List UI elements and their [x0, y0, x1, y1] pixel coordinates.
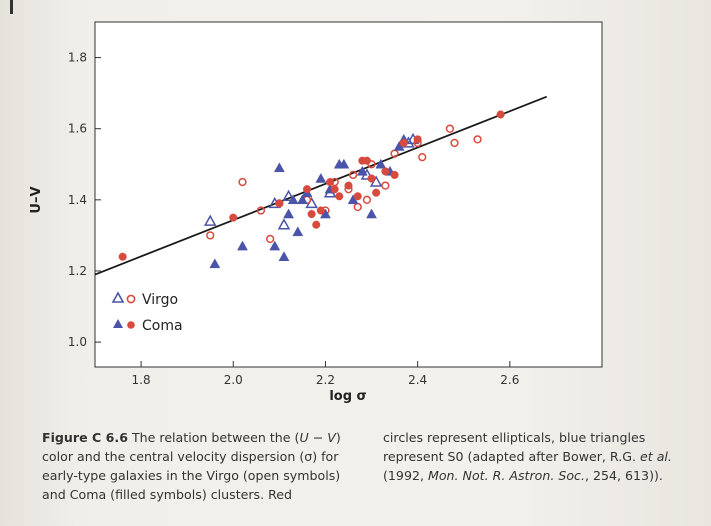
- virgo-circle-point: [238, 177, 247, 187]
- caption-text: (1992,: [383, 468, 428, 483]
- legend-virgo-triangle-icon: [111, 291, 125, 303]
- coma-triangle-point: [356, 165, 368, 176]
- y-tick-label: 1.2: [68, 264, 87, 278]
- coma-circle-point: [353, 192, 362, 201]
- caption-italic: U: [299, 430, 309, 445]
- x-axis-ticks: 1.8 2.0 2.2 2.4 2.6: [132, 361, 519, 387]
- legend-virgo-label: Virgo: [142, 292, 178, 308]
- figure-caption-right: circles represent ellipticals, blue tria…: [383, 428, 693, 485]
- coma-triangle-point: [375, 158, 387, 169]
- coma-triangle-point: [237, 240, 248, 251]
- caption-text: circles represent ellipticals, blue tria…: [383, 430, 646, 464]
- virgo-circle-point: [256, 206, 266, 215]
- virgo-triangle-point: [282, 189, 295, 202]
- coma-triangle-point: [292, 226, 304, 237]
- virgo-circle-point: [381, 181, 390, 190]
- coma-triangle-point: [296, 194, 308, 205]
- coma-circle-point: [307, 210, 316, 219]
- legend-coma-label: Coma: [142, 318, 183, 334]
- coma-circle-point: [330, 185, 339, 194]
- y-tick-label: 1.8: [68, 51, 87, 65]
- coma-circle-point: [381, 167, 390, 176]
- virgo-triangle-point: [203, 214, 217, 226]
- coma-triangle-point: [269, 240, 281, 251]
- coma-triangle-point: [209, 258, 221, 269]
- coma-circle-point: [229, 213, 238, 222]
- coma-triangle-point: [273, 162, 285, 173]
- top-margin-mark: [10, 0, 13, 14]
- legend-coma-circle-icon: [127, 321, 135, 329]
- virgo-circle-point: [265, 234, 275, 244]
- coma-circle-point: [302, 185, 312, 194]
- virgo-circle-point: [206, 231, 215, 240]
- legend-coma-triangle-icon: [113, 319, 123, 328]
- virgo-circle-point: [348, 170, 358, 180]
- x-axis-label: log σ: [329, 389, 366, 404]
- legend: Virgo Coma: [111, 291, 183, 334]
- coma-triangle-point: [278, 251, 290, 261]
- x-tick-label: 2.6: [500, 373, 519, 387]
- x-tick-label: 2.4: [408, 373, 427, 387]
- caption-text: −: [308, 430, 328, 445]
- figure-caption-left: Figure C 6.6 The relation between the (U…: [42, 428, 362, 504]
- coma-circle-point: [335, 192, 344, 201]
- coma-circle-point: [413, 135, 422, 144]
- coma-triangle-point: [283, 208, 295, 219]
- y-tick-label: 1.6: [68, 122, 87, 136]
- virgo-circle-point: [445, 124, 455, 133]
- coma-circle-point: [275, 199, 284, 208]
- y-axis-ticks: 1.0 1.2 1.4 1.6 1.8: [68, 51, 101, 349]
- x-tick-label: 1.8: [132, 373, 151, 387]
- coma-triangle-point: [315, 172, 327, 183]
- coma-circle-point: [316, 206, 325, 215]
- y-tick-label: 1.4: [68, 193, 87, 207]
- caption-italic: et al.: [640, 449, 672, 464]
- caption-text: ) color and the central velocity dispers…: [42, 430, 341, 502]
- virgo-circle-point: [450, 138, 459, 148]
- x-tick-label: 2.2: [316, 373, 335, 387]
- coma-circle-point: [372, 188, 381, 197]
- regression-line: [94, 95, 548, 276]
- coma-circle-point: [399, 138, 408, 147]
- coma-circle-point: [390, 170, 399, 179]
- y-axis-label: U–V: [29, 186, 44, 213]
- virgo-circle-point: [473, 135, 482, 144]
- caption-text: The relation between the (: [127, 430, 300, 445]
- coma-circle-point: [344, 181, 353, 190]
- coma-triangle-point: [366, 208, 377, 219]
- caption-italic: V: [327, 430, 336, 445]
- coma-circle-point: [496, 110, 505, 119]
- legend-virgo-circle-icon: [126, 294, 136, 304]
- scatter-chart: 1.0 1.2 1.4 1.6 1.8 1.8 2.0 2.2 2.4 2.6 U–V log …: [29, 21, 603, 404]
- coma-circle-point: [326, 178, 335, 187]
- data-points: [118, 110, 505, 269]
- coma-circle-point: [118, 252, 127, 261]
- caption-text: , 254, 613)).: [584, 468, 663, 483]
- virgo-circle-point: [362, 195, 372, 204]
- coma-triangle-point: [338, 158, 350, 169]
- x-tick-label: 2.0: [224, 373, 243, 387]
- virgo-triangle-point: [277, 218, 291, 230]
- coma-circle-point: [367, 174, 376, 183]
- y-tick-label: 1.0: [68, 335, 87, 349]
- coma-circle-point: [312, 220, 321, 229]
- coma-triangle-point: [287, 194, 299, 205]
- plot-area: [94, 21, 603, 368]
- coma-circle-point: [362, 156, 371, 165]
- virgo-circle-point: [418, 153, 427, 162]
- figure-label: Figure C 6.6: [42, 430, 128, 445]
- caption-italic: Mon. Not. R. Astron. Soc.: [427, 468, 585, 483]
